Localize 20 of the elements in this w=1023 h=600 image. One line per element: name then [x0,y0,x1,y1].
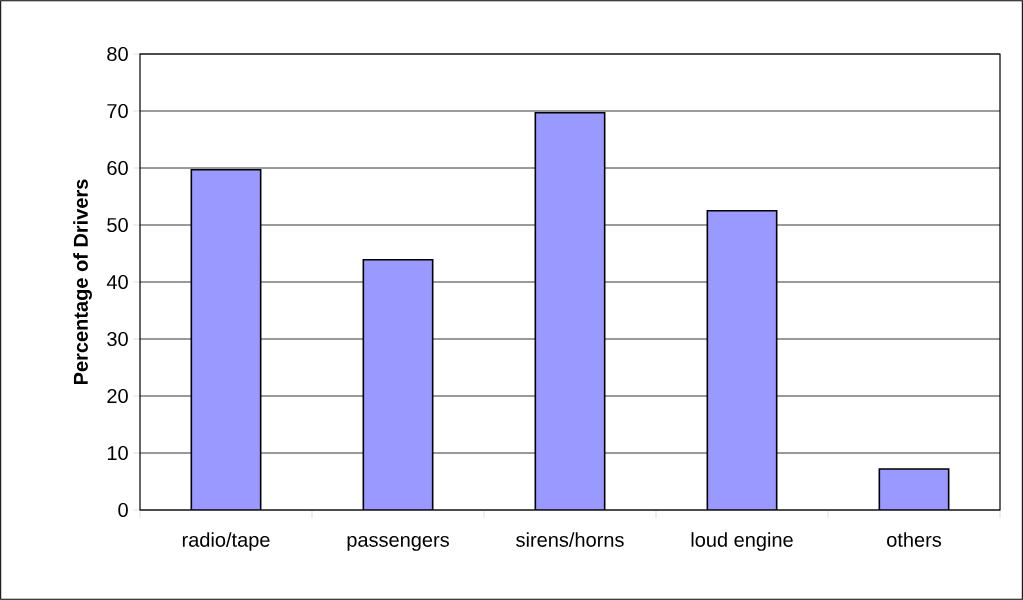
y-tick-label: 10 [107,445,128,461]
y-tick-label: 0 [118,502,128,518]
y-axis-title: Percentage of Drivers [73,179,92,385]
bar [878,468,950,510]
x-tick-label: radio/tape [182,532,270,551]
bar [362,258,434,510]
x-tick-label: passengers [347,535,449,551]
y-tick-label: 60 [107,160,128,176]
bar [190,168,262,510]
bar [534,111,606,510]
y-tick-label: 50 [107,217,128,233]
x-tick-label: others [887,532,942,547]
x-tick-label: loud engine [691,532,793,551]
y-tick-label: 40 [106,274,128,290]
bar [706,209,778,510]
y-tick-label: 30 [107,331,128,347]
y-tick-label: 70 [107,103,128,119]
y-tick-label: 20 [107,388,128,404]
y-tick-label: 80 [107,46,128,62]
x-tick-label: sirens/horns [516,532,624,547]
